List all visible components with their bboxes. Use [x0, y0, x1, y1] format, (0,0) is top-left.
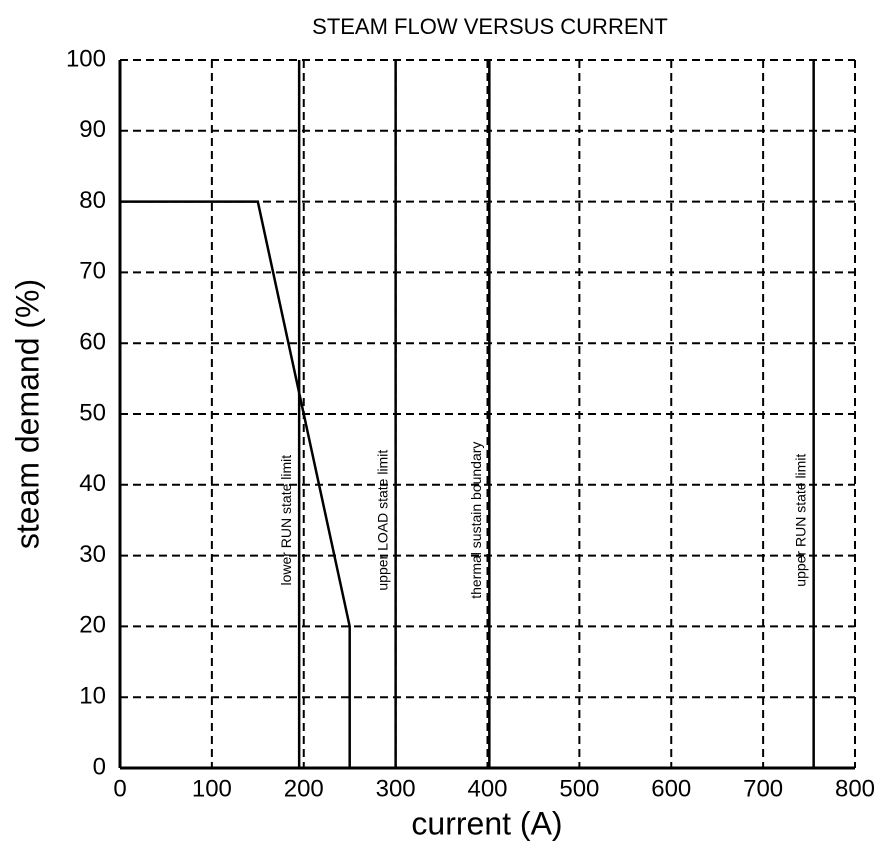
y-tick-label: 20 — [79, 612, 106, 639]
x-tick-label: 200 — [284, 775, 324, 802]
limit-label: upper RUN state limit — [792, 454, 808, 587]
y-tick-label: 60 — [79, 329, 106, 356]
x-tick-label: 400 — [467, 775, 507, 802]
y-tick-label: 50 — [79, 399, 106, 426]
limit-label: lower RUN state limit — [278, 455, 294, 586]
x-tick-label: 600 — [651, 775, 691, 802]
limit-label: thermal sustain boundary — [468, 442, 484, 599]
x-tick-label: 100 — [192, 775, 232, 802]
limit-label: upper LOAD state limit — [374, 450, 390, 591]
x-tick-label: 500 — [559, 775, 599, 802]
x-tick-label: 0 — [113, 775, 126, 802]
y-tick-label: 100 — [66, 45, 106, 72]
y-tick-label: 0 — [93, 753, 106, 780]
x-tick-label: 700 — [743, 775, 783, 802]
y-tick-label: 40 — [79, 470, 106, 497]
y-tick-label: 80 — [79, 187, 106, 214]
x-axis-label: current (A) — [411, 805, 562, 841]
x-tick-label: 800 — [835, 775, 875, 802]
data-line — [120, 200, 351, 768]
y-tick-label: 30 — [79, 541, 106, 568]
y-tick-label: 90 — [79, 116, 106, 143]
x-tick-label: 300 — [376, 775, 416, 802]
chart-title: STEAM FLOW VERSUS CURRENT — [312, 14, 668, 39]
y-axis-label: steam demand (%) — [9, 279, 45, 549]
y-tick-label: 70 — [79, 258, 106, 285]
y-tick-label: 10 — [79, 683, 106, 710]
